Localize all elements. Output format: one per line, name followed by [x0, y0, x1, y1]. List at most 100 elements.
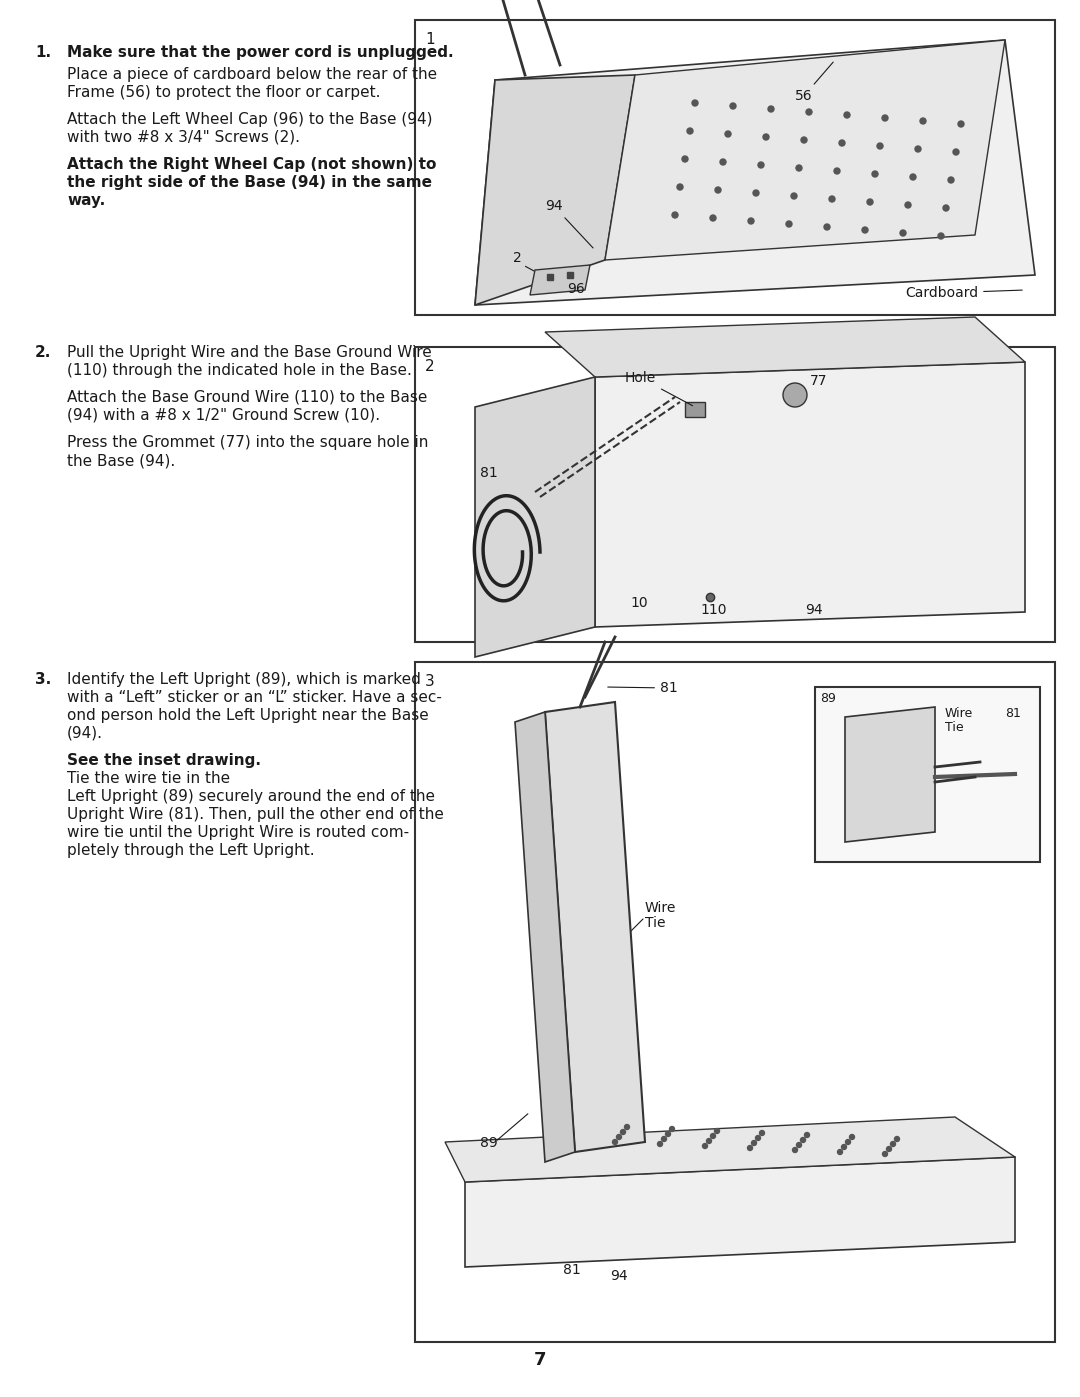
- Circle shape: [665, 1132, 671, 1137]
- Circle shape: [800, 1137, 806, 1143]
- Text: Identify the Left Upright (89), which is marked: Identify the Left Upright (89), which is…: [67, 672, 421, 687]
- Text: way.: way.: [67, 193, 105, 208]
- Text: 7: 7: [534, 1351, 546, 1369]
- Circle shape: [806, 109, 812, 115]
- Circle shape: [768, 106, 774, 112]
- Bar: [415, 346, 1055, 643]
- Text: Tie: Tie: [945, 721, 963, 733]
- Text: Wire: Wire: [645, 901, 676, 915]
- Text: 2.: 2.: [35, 345, 52, 360]
- Circle shape: [711, 1133, 715, 1139]
- Polygon shape: [475, 377, 595, 657]
- Bar: [415, 662, 1055, 1343]
- Polygon shape: [515, 712, 575, 1162]
- Text: Place a piece of cardboard below the rear of the: Place a piece of cardboard below the rea…: [67, 67, 437, 82]
- Text: 3.: 3.: [35, 672, 51, 687]
- Circle shape: [829, 196, 835, 203]
- Text: 1: 1: [426, 32, 434, 47]
- Polygon shape: [445, 1118, 1015, 1182]
- Circle shape: [953, 149, 959, 155]
- Text: Press the Grommet (77) into the square hole in: Press the Grommet (77) into the square h…: [67, 434, 429, 450]
- Circle shape: [905, 203, 912, 208]
- Text: 89: 89: [480, 1136, 498, 1150]
- Circle shape: [687, 129, 693, 134]
- Circle shape: [910, 175, 916, 180]
- Text: Attach the Base Ground Wire (110) to the Base: Attach the Base Ground Wire (110) to the…: [67, 390, 428, 405]
- Circle shape: [877, 142, 883, 149]
- Text: with two #8 x 3/4" Screws (2).: with two #8 x 3/4" Screws (2).: [67, 130, 300, 145]
- Circle shape: [658, 1141, 662, 1147]
- Circle shape: [920, 117, 926, 124]
- Circle shape: [748, 218, 754, 224]
- Text: 94: 94: [805, 604, 823, 617]
- Text: 81: 81: [1005, 707, 1021, 719]
- Circle shape: [612, 1140, 618, 1144]
- Bar: [815, 687, 1040, 862]
- Text: Hole: Hole: [625, 372, 692, 405]
- Circle shape: [791, 193, 797, 198]
- Text: the Base (94).: the Base (94).: [67, 453, 175, 468]
- Text: pletely through the Left Upright.: pletely through the Left Upright.: [67, 842, 314, 858]
- Text: Frame (56) to protect the floor or carpet.: Frame (56) to protect the floor or carpe…: [67, 85, 380, 101]
- Text: 2: 2: [513, 251, 522, 265]
- Text: Cardboard: Cardboard: [905, 286, 1023, 300]
- Circle shape: [894, 1137, 900, 1141]
- Circle shape: [793, 1147, 797, 1153]
- Bar: [685, 402, 705, 416]
- Polygon shape: [475, 41, 1035, 305]
- Circle shape: [958, 122, 964, 127]
- Circle shape: [758, 162, 764, 168]
- Circle shape: [837, 1150, 842, 1154]
- Text: Left Upright (89) securely around the end of the: Left Upright (89) securely around the en…: [67, 789, 435, 805]
- Circle shape: [824, 224, 831, 231]
- Circle shape: [692, 101, 698, 106]
- Circle shape: [834, 168, 840, 175]
- Circle shape: [756, 1136, 760, 1140]
- Circle shape: [943, 205, 949, 211]
- Text: Make sure that the power cord is unplugged.: Make sure that the power cord is unplugg…: [67, 45, 454, 60]
- Text: ond person hold the Left Upright near the Base: ond person hold the Left Upright near th…: [67, 708, 429, 724]
- Circle shape: [801, 137, 807, 142]
- Polygon shape: [475, 75, 635, 305]
- Text: 94: 94: [545, 198, 593, 249]
- Circle shape: [783, 383, 807, 407]
- Circle shape: [762, 134, 769, 140]
- Polygon shape: [605, 41, 1005, 260]
- Circle shape: [677, 184, 683, 190]
- Circle shape: [715, 1129, 719, 1133]
- Text: (110) through the indicated hole in the Base.: (110) through the indicated hole in the …: [67, 363, 411, 379]
- Circle shape: [681, 156, 688, 162]
- Circle shape: [624, 1125, 630, 1130]
- Circle shape: [672, 212, 678, 218]
- Circle shape: [846, 1140, 851, 1144]
- Circle shape: [891, 1141, 895, 1147]
- Circle shape: [621, 1130, 625, 1134]
- Text: wire tie until the Upright Wire is routed com-: wire tie until the Upright Wire is route…: [67, 826, 409, 840]
- Circle shape: [948, 177, 954, 183]
- Polygon shape: [845, 707, 935, 842]
- Circle shape: [867, 198, 873, 205]
- Polygon shape: [595, 362, 1025, 627]
- Text: 81: 81: [563, 1263, 581, 1277]
- Circle shape: [796, 165, 802, 170]
- Text: Tie the wire tie in the: Tie the wire tie in the: [67, 771, 230, 787]
- Circle shape: [872, 170, 878, 177]
- Text: 3: 3: [426, 673, 435, 689]
- Circle shape: [661, 1137, 666, 1141]
- Text: 56: 56: [795, 61, 833, 103]
- Circle shape: [843, 112, 850, 117]
- Circle shape: [720, 159, 726, 165]
- Text: (94).: (94).: [67, 726, 103, 740]
- Text: 94: 94: [610, 1268, 627, 1282]
- Circle shape: [747, 1146, 753, 1151]
- Text: Tie: Tie: [645, 916, 665, 930]
- Circle shape: [850, 1134, 854, 1140]
- Text: Attach the Left Wheel Cap (96) to the Base (94): Attach the Left Wheel Cap (96) to the Ba…: [67, 112, 432, 127]
- Text: (94) with a #8 x 1/2" Ground Screw (10).: (94) with a #8 x 1/2" Ground Screw (10).: [67, 408, 380, 423]
- Text: 2: 2: [426, 359, 434, 374]
- Text: 96: 96: [567, 282, 584, 296]
- Circle shape: [887, 1147, 891, 1151]
- Circle shape: [797, 1143, 801, 1147]
- Circle shape: [839, 140, 845, 147]
- Text: Upright Wire (81). Then, pull the other end of the: Upright Wire (81). Then, pull the other …: [67, 807, 444, 821]
